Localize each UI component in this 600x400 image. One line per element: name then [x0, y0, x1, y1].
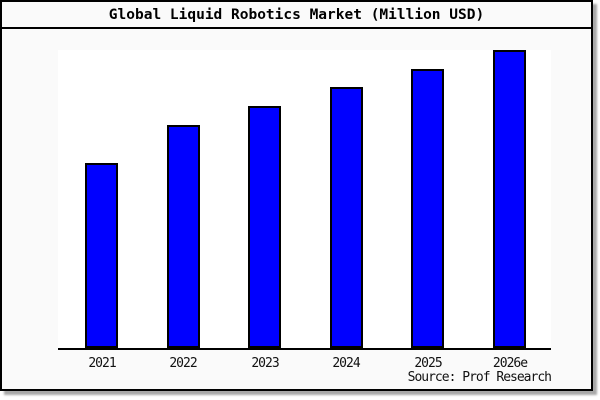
x-tick-label-2023: 2023 — [251, 356, 279, 371]
chart-figure: Global Liquid Robotics Market (Million U… — [0, 0, 593, 391]
bar-2026e — [493, 50, 526, 348]
chart-title: Global Liquid Robotics Market (Million U… — [108, 6, 485, 23]
source-note: Source: Prof Research — [407, 370, 552, 385]
x-tick-label-2025: 2025 — [414, 356, 442, 371]
x-tick-label-2021: 2021 — [88, 356, 116, 371]
x-tick-label-2024: 2024 — [332, 356, 360, 371]
x-tick-label-2022: 2022 — [169, 356, 197, 371]
bar-2025 — [411, 69, 444, 348]
bar-2022 — [167, 125, 200, 348]
x-tick-label-2026e: 2026e — [492, 356, 528, 371]
plot-area — [58, 50, 551, 350]
bar-2024 — [330, 87, 363, 348]
chart-title-bar: Global Liquid Robotics Market (Million U… — [2, 2, 591, 29]
bar-2021 — [85, 163, 118, 348]
bar-2023 — [248, 106, 281, 348]
